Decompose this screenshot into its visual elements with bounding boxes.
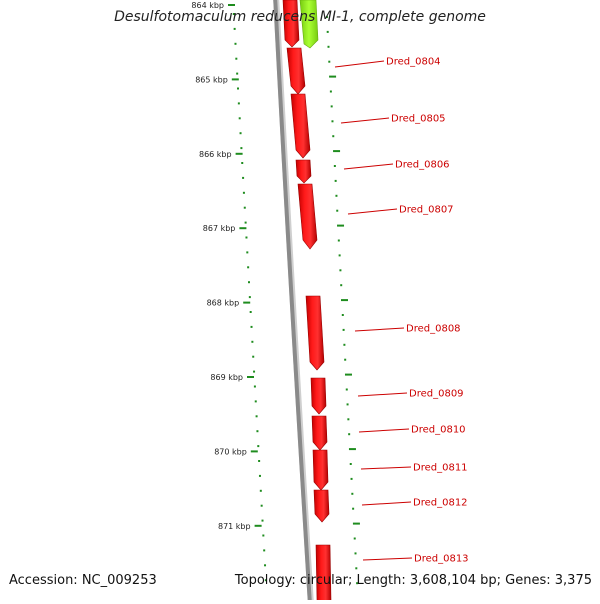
- gene-arrow: [295, 159, 312, 184]
- ruler-label: 867 kbp: [203, 224, 236, 233]
- gene-label: Dred_0811: [413, 463, 468, 474]
- ruler-label: 865 kbp: [195, 75, 228, 84]
- gene-leader-line: [362, 557, 413, 561]
- gene-labels: Dred_0804 Dred_0805 Dred_0806 Dred_0807 Dred…: [334, 57, 469, 565]
- gene-leader-line: [334, 60, 385, 68]
- gene-label: Dred_0812: [413, 498, 468, 509]
- gene-arrow: [315, 544, 332, 604]
- gene-leader-line: [360, 466, 412, 470]
- gene-arrow: [286, 47, 306, 95]
- gene-label: Dred_0809: [409, 389, 464, 400]
- gene-leader-line: [361, 501, 412, 506]
- ruler-label: 871 kbp: [218, 522, 251, 531]
- green-feature-track: [299, 0, 319, 49]
- gene-arrow: [313, 489, 330, 523]
- map-title: Desulfotomaculum reducens MI-1, complete…: [114, 9, 486, 25]
- gene-label: Dred_0807: [399, 205, 454, 216]
- gene-label: Dred_0804: [386, 57, 441, 68]
- ruler-label: 869 kbp: [210, 373, 243, 382]
- ruler-label: 868 kbp: [207, 299, 240, 308]
- ruler-label: 870 kbp: [214, 447, 247, 456]
- minor-ticks: [232, 13, 360, 585]
- gene-leader-line: [357, 392, 408, 397]
- gene-arrow: [310, 377, 327, 415]
- gene-leader-line: [354, 327, 405, 332]
- topology-text: Topology: circular; Length: 3,608,104 bp…: [234, 573, 592, 588]
- gene-arrow: [305, 295, 325, 371]
- genome-backbone: [273, 0, 314, 604]
- gene-arrow: [311, 415, 328, 451]
- gene-leader-line: [343, 163, 394, 170]
- ruler-label: 864 kbp: [191, 1, 224, 10]
- gene-label: Dred_0810: [411, 425, 466, 436]
- gene-label: Dred_0806: [395, 160, 450, 171]
- gene-leader-line: [358, 428, 410, 433]
- gene-label: Dred_0813: [414, 554, 469, 565]
- gene-arrow: [290, 93, 311, 159]
- backbone-line: [273, 0, 312, 604]
- ruler-label: 866 kbp: [199, 150, 232, 159]
- kbp-ruler: 864 kbp 865 kbp 866 kbp 867 kbp 868 kbp 869 k…: [191, 1, 262, 531]
- gene-arrow: [282, 0, 300, 48]
- gene-track: [282, 0, 332, 604]
- gene-leader-line: [347, 208, 398, 215]
- gene-label: Dred_0805: [391, 114, 446, 125]
- accession-text: Accession: NC_009253: [9, 573, 157, 588]
- gene-label: Dred_0808: [406, 324, 461, 335]
- gene-arrow: [312, 449, 329, 491]
- gene-arrow: [297, 183, 318, 250]
- green-feature: [299, 0, 319, 49]
- gene-leader-line: [340, 117, 390, 124]
